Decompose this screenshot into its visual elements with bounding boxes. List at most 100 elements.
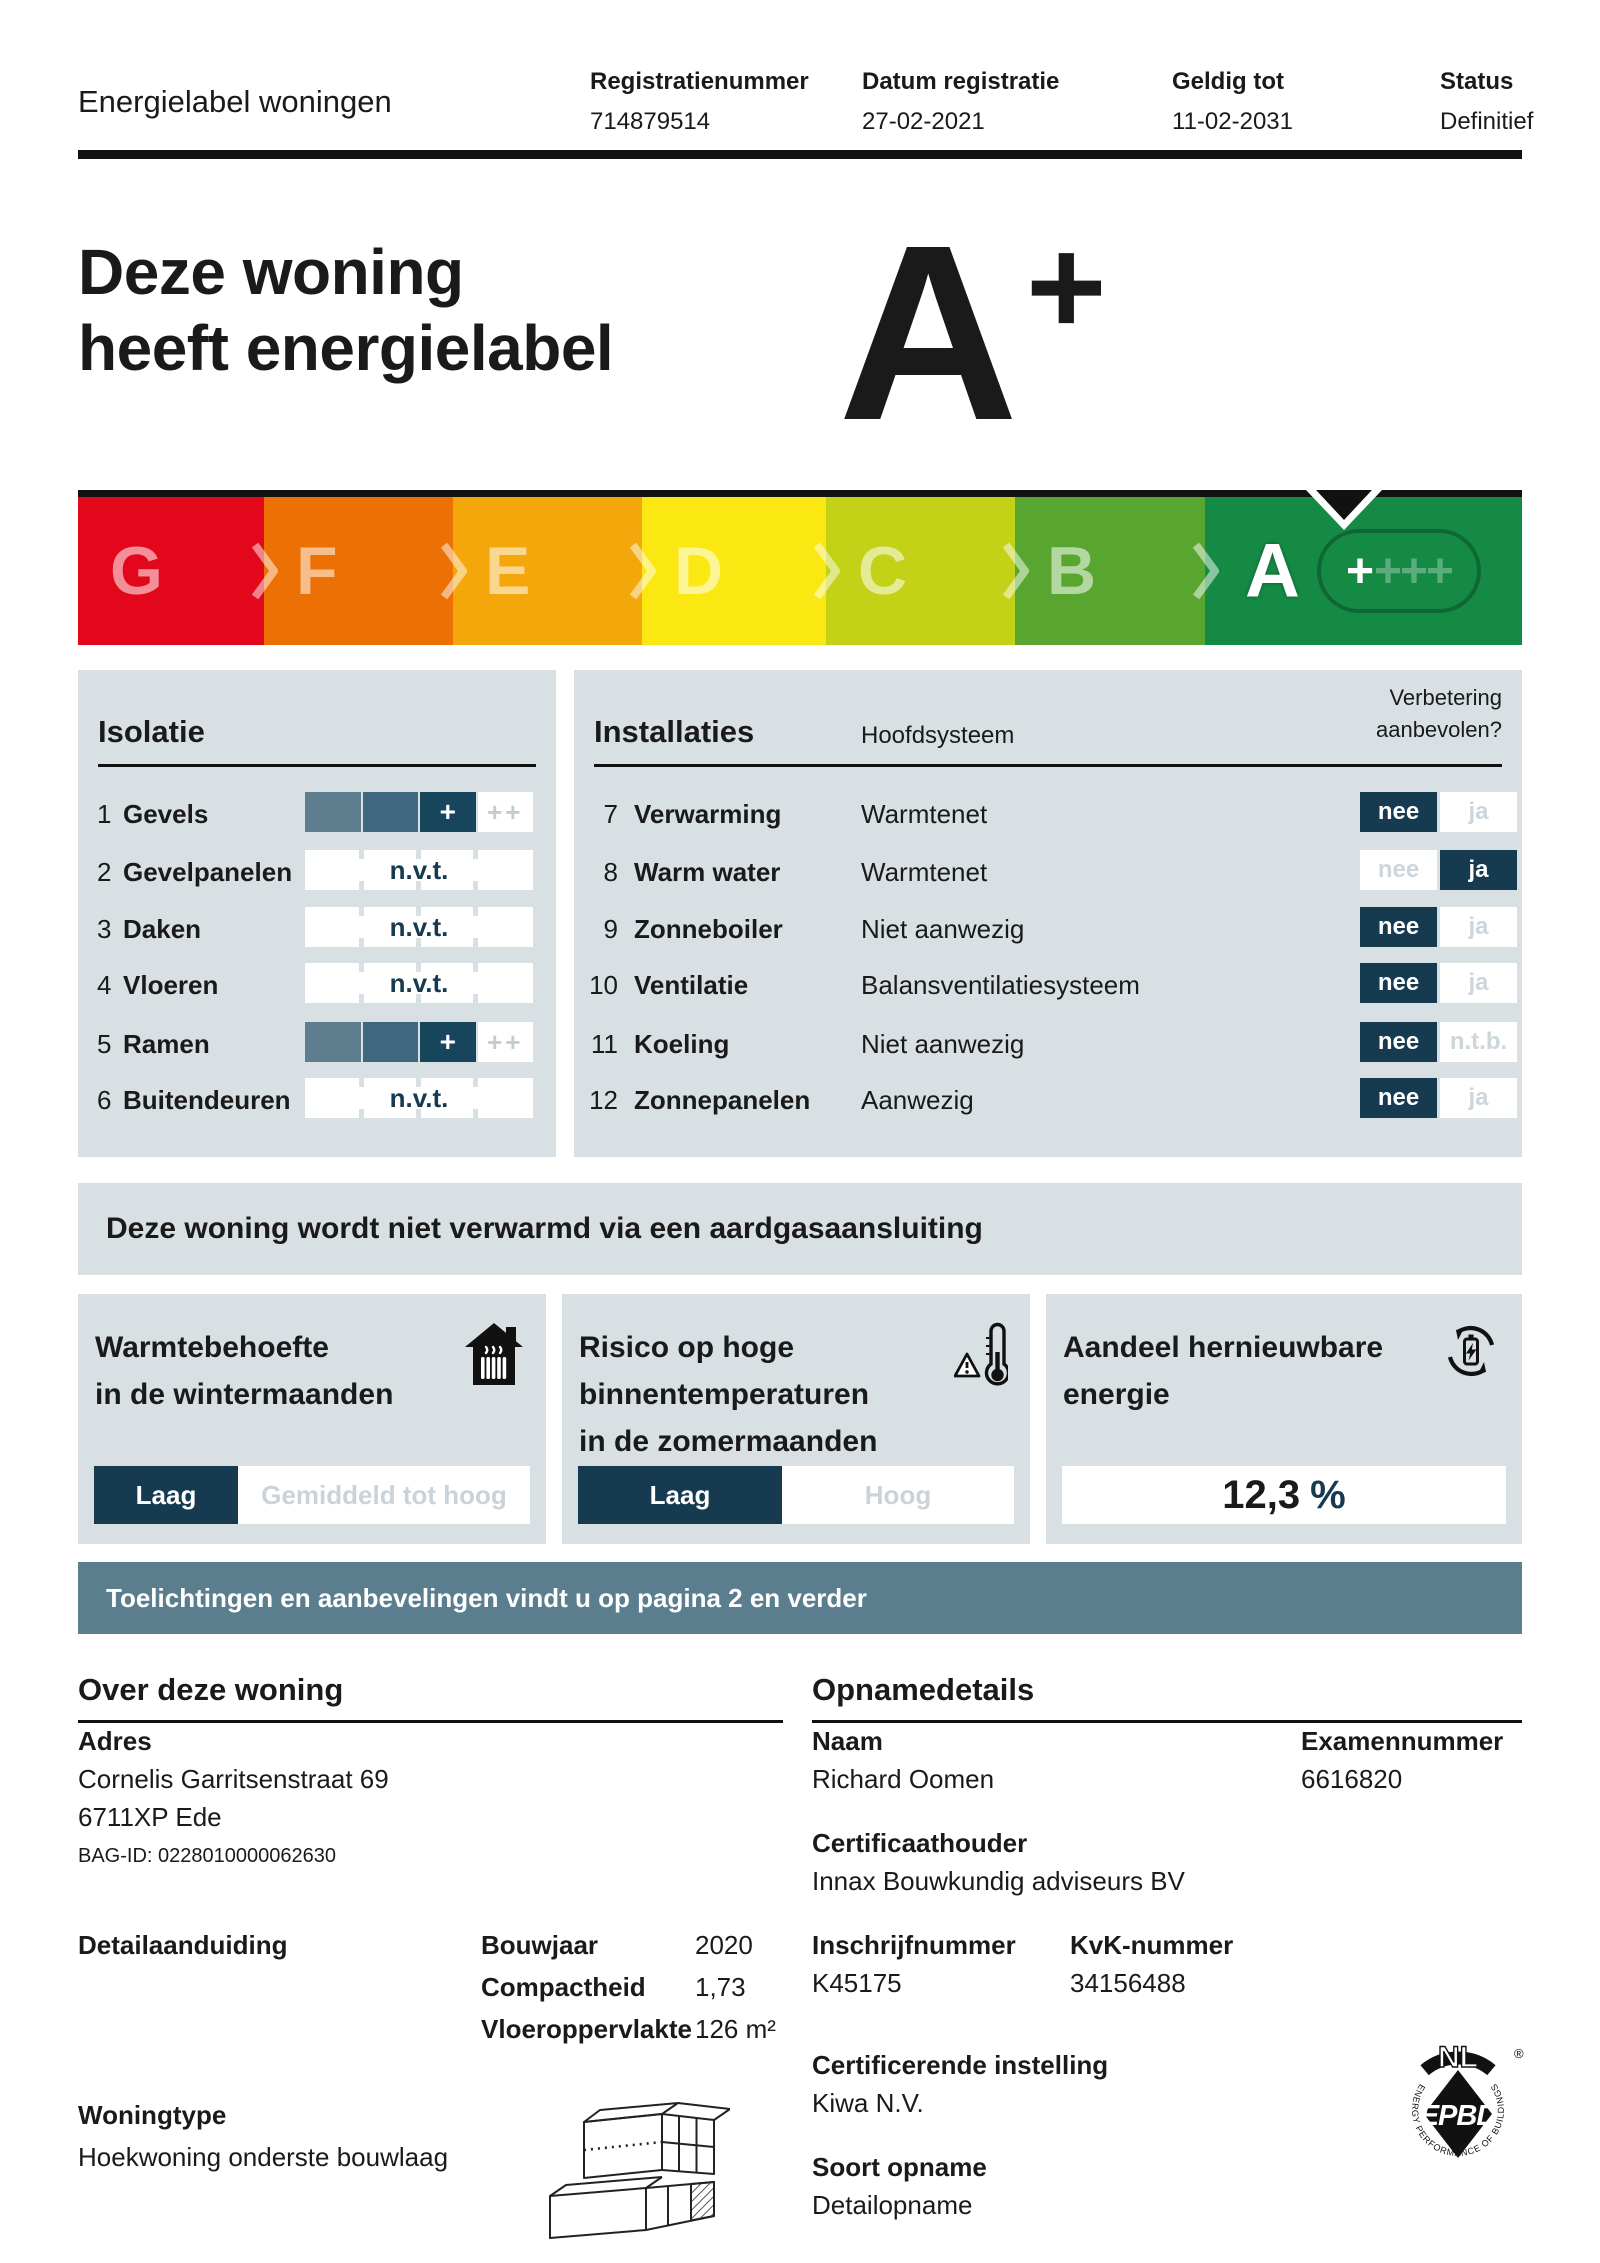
improvement-yes-badge: ja xyxy=(1440,1078,1517,1118)
seal-registered-mark: ® xyxy=(1514,2046,1524,2061)
seal-center: EPBD xyxy=(1420,2100,1498,2132)
rating-segment-2 xyxy=(362,792,418,832)
heading-line-2: heeft energielabel xyxy=(78,312,614,384)
row-label: Gevelpanelen xyxy=(123,857,293,887)
heat-demand-low-badge: Laag xyxy=(94,1466,238,1524)
row-number: 7 xyxy=(603,799,618,829)
row-label: Verwarming xyxy=(634,799,782,829)
registration-date-label: Datum registratie xyxy=(862,68,1060,95)
bouwjaar-label: Bouwjaar xyxy=(481,1930,599,1960)
segment-letter: D xyxy=(674,533,724,609)
naam-label: Naam xyxy=(812,1726,883,1756)
not-applicable-bar: n.v.t. xyxy=(305,907,533,947)
row-system: Niet aanwezig xyxy=(861,1029,1025,1059)
renewable-energy-card: Aandeel hernieuwbare energie 12,3 % xyxy=(1046,1294,1522,1544)
header-divider xyxy=(78,150,1522,159)
improvement-no-badge: nee xyxy=(1360,792,1437,832)
certificerende-instelling-label: Certificerende instelling xyxy=(812,2050,1109,2080)
adres-line2: 6711XP Ede xyxy=(78,1802,222,1832)
heading-line-1: Deze woning xyxy=(78,236,464,308)
isolatie-row-ramen: 5 Ramen + ++ xyxy=(78,1022,556,1062)
isolatie-row-gevels: 1 Gevels + ++ xyxy=(78,792,556,832)
row-label: Buitendeuren xyxy=(123,1085,291,1115)
soort-opname-label: Soort opname xyxy=(812,2152,987,2182)
improvement-yes-badge: ja xyxy=(1440,963,1517,1003)
energy-grade-letter: A xyxy=(838,193,1019,472)
rating-segment-1 xyxy=(305,792,361,832)
heat-demand-title: Warmtebehoefte in de wintermaanden xyxy=(95,1324,393,1418)
valid-until-value: 11-02-2031 xyxy=(1172,108,1293,135)
row-system: Aanwezig xyxy=(861,1085,974,1115)
row-number: 2 xyxy=(97,857,112,887)
rating-segment-3: + xyxy=(420,792,476,832)
row-label: Ramen xyxy=(123,1029,210,1059)
isolatie-title: Isolatie xyxy=(98,714,205,749)
improvement-no-badge: nee xyxy=(1360,907,1437,947)
grade-marker-icon xyxy=(1306,490,1382,530)
house-radiator-icon xyxy=(465,1323,523,1385)
registration-date-value: 27-02-2021 xyxy=(862,108,985,135)
summer-risk-title: Risico op hoge binnentemperaturen in de … xyxy=(579,1324,877,1465)
woningtype-value: Hoekwoning onderste bouwlaag xyxy=(78,2142,449,2172)
chevron-right-icon xyxy=(1003,542,1029,600)
title-line: energie xyxy=(1063,1378,1170,1411)
renewable-energy-title: Aandeel hernieuwbare energie xyxy=(1063,1324,1383,1418)
row-label: Gevels xyxy=(123,799,209,829)
title-line: in de zomermaanden xyxy=(579,1425,878,1458)
naam-value: Richard Oomen xyxy=(812,1764,995,1794)
soort-opname-value: Detailopname xyxy=(812,2190,973,2220)
about-section-title: Over deze woning xyxy=(78,1672,344,1707)
renewable-energy-icon xyxy=(1447,1326,1495,1376)
not-applicable-bar: n.v.t. xyxy=(305,1078,533,1118)
registration-date-field: Datum registratie 27-02-2021 xyxy=(862,68,1059,136)
compactheid-value: 1,73 xyxy=(695,1972,746,2002)
thermometer-warning-icon xyxy=(954,1322,1008,1386)
summer-risk-low-badge: Laag xyxy=(578,1466,782,1524)
document-title: Energielabel woningen xyxy=(78,84,392,119)
rating-segment-4: ++ xyxy=(477,1022,533,1062)
improvement-yes-badge: ja xyxy=(1440,850,1517,890)
scale-top-line xyxy=(78,490,1522,497)
heat-demand-card: Warmtebehoefte in de wintermaanden Laag … xyxy=(78,1294,546,1544)
footnote-bar: Toelichtingen en aanbevelingen vindt u o… xyxy=(78,1562,1522,1634)
renewable-energy-value-bar: 12,3 % xyxy=(1062,1466,1506,1524)
improvement-yes-badge: ja xyxy=(1440,792,1517,832)
row-system: Niet aanwezig xyxy=(861,914,1025,944)
inschrijfnummer-value: K45175 xyxy=(812,1968,902,1998)
opname-section-title: Opnamedetails xyxy=(812,1672,1035,1707)
improvement-no-badge: nee xyxy=(1360,850,1437,890)
installaties-row-zonneboiler: 9 Zonneboiler Niet aanwezig nee ja xyxy=(574,907,1522,947)
installaties-row-verwarming: 7 Verwarming Warmtenet nee ja xyxy=(574,792,1522,832)
isolatie-panel: Isolatie 1 Gevels + ++ 2 Gevelpanelen n.… xyxy=(78,670,556,1157)
heat-demand-high-badge: Gemiddeld tot hoog xyxy=(238,1466,530,1524)
footnote-text: Toelichtingen en aanbevelingen vindt u o… xyxy=(106,1583,867,1613)
installaties-panel: Installaties Hoofdsysteem Verbetering aa… xyxy=(574,670,1522,1157)
bag-id: BAG-ID: 0228010000062630 xyxy=(78,1845,336,1867)
certificaathouder-value: Innax Bouwkundig adviseurs BV xyxy=(812,1866,1185,1896)
kvk-value: 34156488 xyxy=(1070,1968,1186,1998)
energy-grade-plus: + xyxy=(1026,210,1107,364)
title-line: in de wintermaanden xyxy=(95,1378,394,1411)
woningtype-label: Woningtype xyxy=(78,2100,227,2130)
isolatie-row-gevelpanelen: 2 Gevelpanelen n.v.t. xyxy=(78,850,556,890)
segment-letter: B xyxy=(1047,533,1097,609)
row-number: 9 xyxy=(603,914,618,944)
gas-notice-text: Deze woning wordt niet verwarmd via een … xyxy=(106,1212,983,1245)
chevron-right-icon xyxy=(814,542,840,600)
row-label: Zonnepanelen xyxy=(634,1085,811,1115)
status-value: Definitief xyxy=(1440,108,1534,135)
status-label: Status xyxy=(1440,68,1514,95)
rating-segment-1 xyxy=(305,1022,361,1062)
adres-line1: Cornelis Garritsenstraat 69 xyxy=(78,1764,389,1794)
rating-segment-4: ++ xyxy=(477,792,533,832)
improvement-yes-badge: ja xyxy=(1440,907,1517,947)
row-label: Koeling xyxy=(634,1029,730,1059)
scale-segment-d: D xyxy=(642,497,840,645)
row-number: 12 xyxy=(589,1085,618,1115)
certificaathouder-label: Certificaathouder xyxy=(812,1828,1028,1858)
rating-segment-3: + xyxy=(420,1022,476,1062)
renewable-energy-value: 12,3 xyxy=(1222,1473,1301,1517)
scale-segment-e: E xyxy=(453,497,656,645)
improvement-header-line2: aanbevolen? xyxy=(1375,717,1502,742)
